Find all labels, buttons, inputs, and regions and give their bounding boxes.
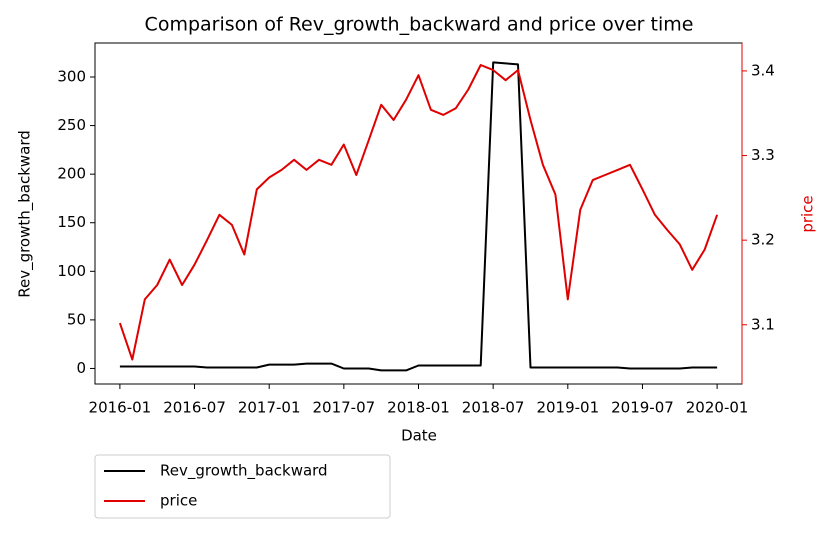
x-tick-label: 2016-01 bbox=[89, 399, 152, 417]
y-tick-label: 200 bbox=[57, 165, 86, 183]
series-line bbox=[118, 64, 719, 361]
legend-label: Rev_growth_backward bbox=[160, 462, 328, 481]
y-tick-label: 150 bbox=[57, 213, 86, 231]
y2-tick-label: 3.3 bbox=[751, 146, 775, 164]
y-tick-label: 50 bbox=[67, 310, 86, 328]
y-tick-label: 100 bbox=[57, 262, 86, 280]
x-tick-label: 2019-01 bbox=[536, 399, 599, 417]
plot-frame bbox=[94, 42, 743, 385]
y-tick-label: 0 bbox=[76, 359, 86, 377]
chart-title: Comparison of Rev_growth_backward and pr… bbox=[145, 14, 694, 36]
x-axis-label: Date bbox=[401, 427, 437, 445]
y2-tick-label: 3.4 bbox=[751, 61, 775, 79]
y-tick-label: 250 bbox=[57, 116, 86, 134]
x-tick-label: 2018-07 bbox=[462, 399, 525, 417]
x-tick-label: 2017-01 bbox=[238, 399, 301, 417]
y-axis-label: Rev_growth_backward bbox=[16, 130, 35, 298]
series-line bbox=[119, 61, 718, 372]
x-tick-label: 2016-07 bbox=[163, 399, 226, 417]
x-tick-label: 2020-01 bbox=[686, 399, 749, 417]
y-tick-label: 300 bbox=[57, 68, 86, 86]
y2-tick-label: 3.1 bbox=[751, 315, 775, 333]
legend-box bbox=[94, 454, 391, 519]
x-tick-label: 2017-07 bbox=[313, 399, 376, 417]
y2-axis-label: price bbox=[799, 195, 817, 232]
y2-tick-label: 3.2 bbox=[751, 231, 775, 249]
x-tick-label: 2019-07 bbox=[611, 399, 674, 417]
legend-label: price bbox=[160, 492, 197, 510]
x-tick-label: 2018-01 bbox=[387, 399, 450, 417]
